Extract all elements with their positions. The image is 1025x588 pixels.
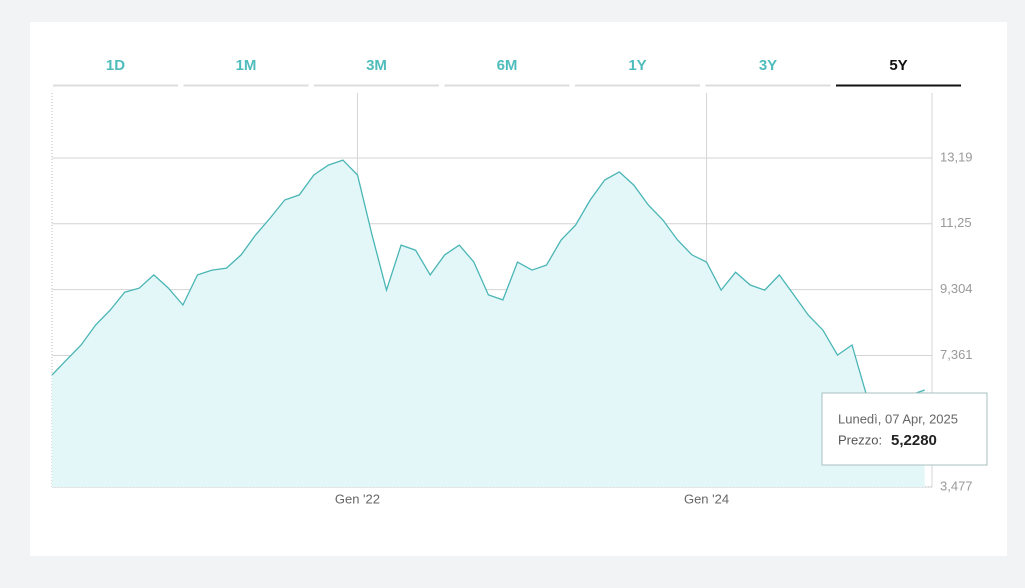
tooltip: Lunedì, 07 Apr, 2025 Prezzo: 5,2280 — [821, 392, 988, 466]
tab-label[interactable]: 1M — [236, 57, 257, 74]
tab-label[interactable]: 5Y — [889, 57, 907, 74]
tooltip-value: 5,2280 — [891, 432, 937, 449]
tabs: 1D 1M 3M 6M 1Y 3Y 5Y — [53, 57, 961, 87]
tab[interactable]: 5Y — [836, 57, 961, 87]
y-tick-label: 3,477 — [940, 478, 973, 493]
x-tick-label: Gen '24 — [684, 491, 729, 506]
y-tick-label: 11,25 — [940, 215, 972, 230]
x-tick-label: Gen '22 — [335, 491, 380, 506]
tab[interactable]: 6M — [444, 57, 570, 87]
plot: 3,477 7,361 9,304 11,25 13,19 Gen '22 Gen '24 — [51, 93, 973, 506]
y-tick-label: 9,304 — [940, 281, 973, 296]
y-tick-label: 13,19 — [940, 149, 973, 164]
tab-label[interactable]: 1Y — [628, 57, 646, 74]
tab[interactable]: 3Y — [705, 57, 831, 87]
tab-label[interactable]: 1D — [106, 57, 125, 74]
tab[interactable]: 1M — [183, 57, 309, 87]
tab-label[interactable]: 3M — [366, 57, 387, 74]
tab-label[interactable]: 3Y — [759, 57, 777, 74]
tab[interactable]: 3M — [314, 57, 439, 87]
y-tick-label: 7,361 — [940, 347, 973, 362]
tooltip-box — [821, 392, 988, 466]
tab-label[interactable]: 6M — [497, 57, 518, 74]
tooltip-date: Lunedì, 07 Apr, 2025 — [838, 411, 958, 426]
line — [51, 159, 925, 397]
tab[interactable]: 1D — [53, 57, 178, 87]
tab[interactable]: 1Y — [575, 57, 700, 87]
area — [52, 160, 925, 487]
tooltip-label: Prezzo: — [838, 432, 882, 447]
